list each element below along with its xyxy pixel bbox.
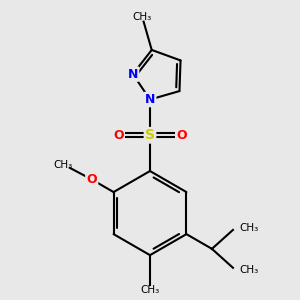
Text: CH₃: CH₃ [140,285,160,295]
Text: CH₃: CH₃ [54,160,73,170]
Text: CH₃: CH₃ [132,12,152,22]
Text: N: N [128,68,138,81]
Text: O: O [113,129,124,142]
Text: O: O [176,129,187,142]
Text: N: N [145,93,155,106]
Text: O: O [86,173,97,186]
Text: CH₃: CH₃ [239,223,259,233]
Text: CH₃: CH₃ [239,265,259,275]
Text: S: S [145,128,155,142]
